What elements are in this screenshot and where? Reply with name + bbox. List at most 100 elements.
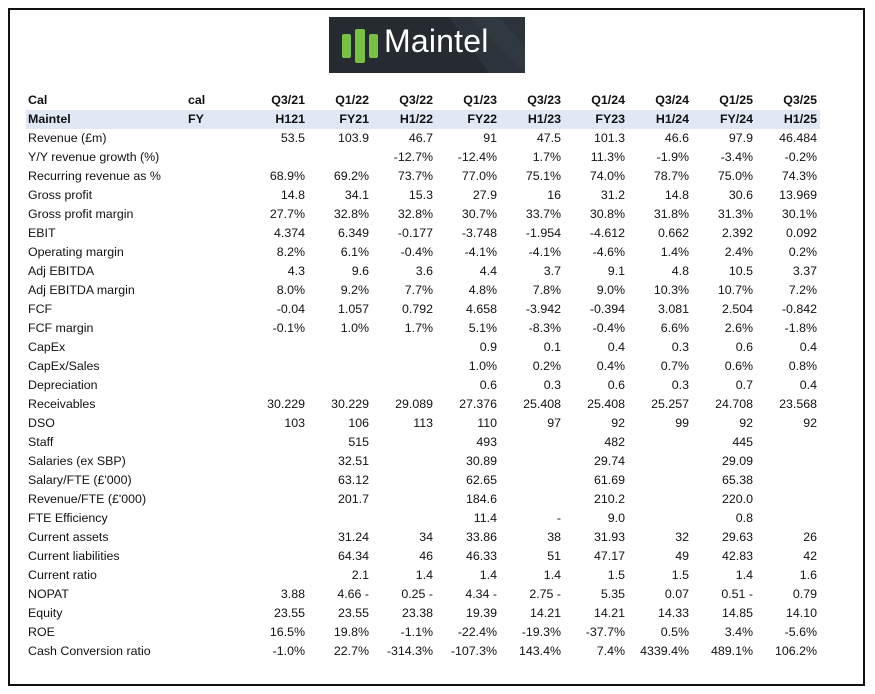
value-cell: 143.4%: [518, 644, 561, 658]
value-cell: 0.07: [664, 587, 689, 601]
value-cell: 49: [675, 549, 689, 563]
value-cell: H1/22: [372, 110, 436, 129]
value-cell: 32: [675, 530, 689, 544]
value-cell: [500, 433, 564, 452]
value-cell: 30.1%: [781, 207, 817, 221]
value-cell: [244, 357, 308, 376]
value-cell: 8.0%: [276, 283, 305, 297]
value-cell: 32.8%: [333, 207, 369, 221]
value-cell: 0.79: [792, 587, 817, 601]
value-cell: [244, 566, 308, 585]
value-cell: 8.2%: [276, 245, 305, 259]
value-cell: [308, 509, 372, 528]
value-cell: 9.0: [607, 511, 625, 525]
value-cell: 1.4%: [660, 245, 689, 259]
value-cell: 91: [483, 131, 497, 145]
row-label: EBIT: [28, 226, 56, 240]
value-cell: 2.6%: [724, 321, 753, 335]
value-cell: 23.38: [401, 606, 433, 620]
value-cell: -0.4%: [592, 321, 625, 335]
value-cell: 0.8: [735, 511, 753, 525]
calendar-header-row: Cal cal Q3/21 Q1/22 Q3/22 Q1/23 Q3/23 Q1/24 Q3/2…: [26, 91, 820, 110]
row-label: Salary/FTE (£'000): [28, 473, 132, 487]
row-label: FTE Efficiency: [28, 511, 108, 525]
value-cell: 0.25 -: [401, 587, 433, 601]
value-cell: [244, 433, 308, 452]
value-cell: [308, 376, 372, 395]
value-cell: 16: [547, 188, 561, 202]
value-cell: 14.21: [529, 606, 561, 620]
value-cell: [756, 490, 820, 509]
value-cell: 445: [732, 435, 753, 449]
period-type-cell: [186, 642, 244, 661]
value-cell: 24.708: [715, 397, 753, 411]
value-cell: 3.081: [657, 302, 689, 316]
logo-background-pattern: [449, 17, 525, 73]
value-cell: Q3/25: [783, 93, 817, 107]
value-cell: 0.9: [479, 340, 497, 354]
value-cell: 0.092: [785, 226, 817, 240]
value-cell: FY22: [436, 110, 500, 129]
value-cell: 22.7%: [333, 644, 369, 658]
value-cell: 6.1%: [340, 245, 369, 259]
row-label: Revenue/FTE (£'000): [28, 492, 147, 506]
value-cell: 75.0%: [717, 169, 753, 183]
value-cell: [244, 528, 308, 547]
value-cell: 62.65: [465, 473, 497, 487]
value-cell: 106: [348, 416, 369, 430]
value-cell: FY23: [564, 110, 628, 129]
value-cell: 63.12: [337, 473, 369, 487]
table-row: Depreciation 0.6 0.3 0.6 0.3 0.7 0.4: [26, 376, 820, 395]
value-cell: 0.8%: [788, 359, 817, 373]
value-cell: [244, 471, 308, 490]
row-label: Depreciation: [28, 378, 98, 392]
value-cell: 27.9: [472, 188, 497, 202]
period-type-cell: FY: [186, 110, 244, 129]
table-row: Current liabilities 64.34 46 46.33 51 47.17 49…: [26, 547, 820, 566]
table-row: Adj EBITDA margin 8.0% 9.2% 7.7% 4.8% 7.8% 9.0…: [26, 281, 820, 300]
financial-table: Cal cal Q3/21 Q1/22 Q3/22 Q1/23 Q3/23 Q1/24 Q3/2…: [26, 91, 820, 661]
period-type-cell: [186, 528, 244, 547]
period-type-cell: [186, 623, 244, 642]
value-cell: Q1/22: [335, 93, 369, 107]
table-row: CapEx 0.9 0.1 0.4 0.3 0.6 0.4: [26, 338, 820, 357]
row-label: Staff: [28, 435, 54, 449]
value-cell: -3.942: [525, 302, 561, 316]
table-row: Revenue (£m) 53.5 103.9 46.7 91 47.5 101.3 46.6…: [26, 129, 820, 148]
value-cell: 3.4%: [724, 625, 753, 639]
value-cell: 103: [284, 416, 305, 430]
period-type-cell: [186, 433, 244, 452]
value-cell: 2.75 -: [529, 587, 561, 601]
value-cell: 1.7%: [532, 150, 561, 164]
value-cell: -5.6%: [784, 625, 817, 639]
value-cell: 68.9%: [269, 169, 305, 183]
value-cell: [756, 471, 820, 490]
value-cell: 0.4: [799, 378, 817, 392]
value-cell: 7.4%: [596, 644, 625, 658]
value-cell: 30.89: [465, 454, 497, 468]
period-type-cell: [186, 338, 244, 357]
row-label: Receivables: [28, 397, 96, 411]
value-cell: [628, 452, 692, 471]
period-type-cell: [186, 319, 244, 338]
value-cell: 1.7%: [404, 321, 433, 335]
value-cell: 0.3: [543, 378, 561, 392]
value-cell: 4339.4%: [640, 644, 689, 658]
value-cell: 9.1: [607, 264, 625, 278]
row-label: Adj EBITDA: [28, 264, 95, 278]
row-label: Maintel: [26, 110, 186, 129]
value-cell: [500, 471, 564, 490]
value-cell: Q3/24: [655, 93, 689, 107]
value-cell: 0.6: [607, 378, 625, 392]
table-row: FCF -0.04 1.057 0.792 4.658 -3.942 -0.394 3.081…: [26, 300, 820, 319]
value-cell: -1.9%: [656, 150, 689, 164]
value-cell: 31.24: [337, 530, 369, 544]
period-type-cell: [186, 585, 244, 604]
value-cell: -4.1%: [528, 245, 561, 259]
value-cell: [372, 471, 436, 490]
value-cell: 7.7%: [404, 283, 433, 297]
value-cell: [372, 490, 436, 509]
value-cell: 74.0%: [589, 169, 625, 183]
value-cell: -0.4%: [400, 245, 433, 259]
value-cell: -0.177: [397, 226, 433, 240]
